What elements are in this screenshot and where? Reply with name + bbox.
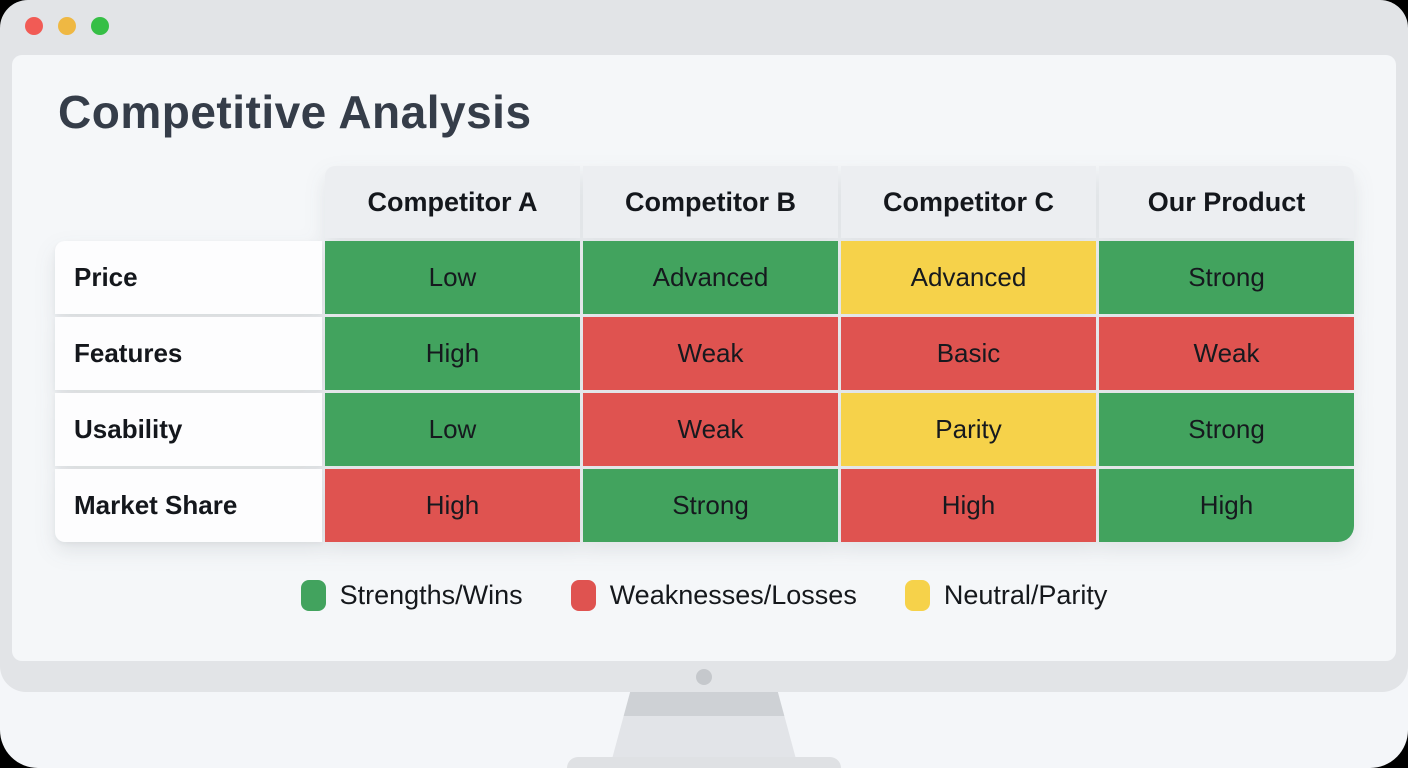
monitor-stand [612, 691, 796, 759]
legend-label: Neutral/Parity [943, 580, 1108, 610]
window-controls [25, 17, 109, 35]
red-swatch-icon [570, 580, 596, 611]
matrix-cell: Low [325, 393, 580, 466]
minimize-button[interactable] [58, 17, 76, 35]
matrix-cell: Weak [583, 393, 838, 466]
competitive-analysis-table: Competitor A Competitor B Competitor C Our … [55, 166, 1354, 542]
row-label: Usability [55, 393, 322, 466]
matrix-cell: High [841, 469, 1096, 542]
legend-label: Strengths/Wins [339, 580, 523, 610]
matrix-cell: Weak [1099, 317, 1354, 390]
column-header: Competitor B [583, 166, 838, 238]
matrix-cell: Strong [1099, 393, 1354, 466]
window-frame: Competitive Analysis Competitor A Competi… [0, 0, 1408, 692]
matrix-cell: Low [325, 241, 580, 314]
matrix-cell: Parity [841, 393, 1096, 466]
matrix-cell: Strong [1099, 241, 1354, 314]
column-header: Competitor A [325, 166, 580, 238]
legend-item: Strengths/Wins [300, 580, 523, 611]
green-swatch-icon [300, 580, 326, 611]
matrix-cell: Advanced [583, 241, 838, 314]
matrix-cell: Weak [583, 317, 838, 390]
yellow-swatch-icon [904, 580, 930, 611]
matrix-cell: High [1099, 469, 1354, 542]
matrix-cell: Strong [583, 469, 838, 542]
legend-label: Weaknesses/Losses [609, 580, 857, 610]
column-header: Our Product [1099, 166, 1354, 238]
maximize-button[interactable] [91, 17, 109, 35]
legend: Strengths/Wins Weaknesses/Losses Neutral/P… [12, 580, 1396, 611]
monitor-camera-dot [696, 669, 712, 685]
window-content: Competitive Analysis Competitor A Competi… [12, 55, 1396, 661]
matrix-cell: Advanced [841, 241, 1096, 314]
legend-item: Weaknesses/Losses [570, 580, 857, 611]
matrix-cell: High [325, 469, 580, 542]
row-label: Price [55, 241, 322, 314]
row-label: Market Share [55, 469, 322, 542]
monitor-stand-base [567, 757, 841, 768]
row-label: Features [55, 317, 322, 390]
matrix-cell: High [325, 317, 580, 390]
page-title: Competitive Analysis [58, 86, 532, 138]
table-corner-spacer [55, 166, 322, 238]
matrix-cell: Basic [841, 317, 1096, 390]
column-header: Competitor C [841, 166, 1096, 238]
legend-item: Neutral/Parity [904, 580, 1108, 611]
close-button[interactable] [25, 17, 43, 35]
